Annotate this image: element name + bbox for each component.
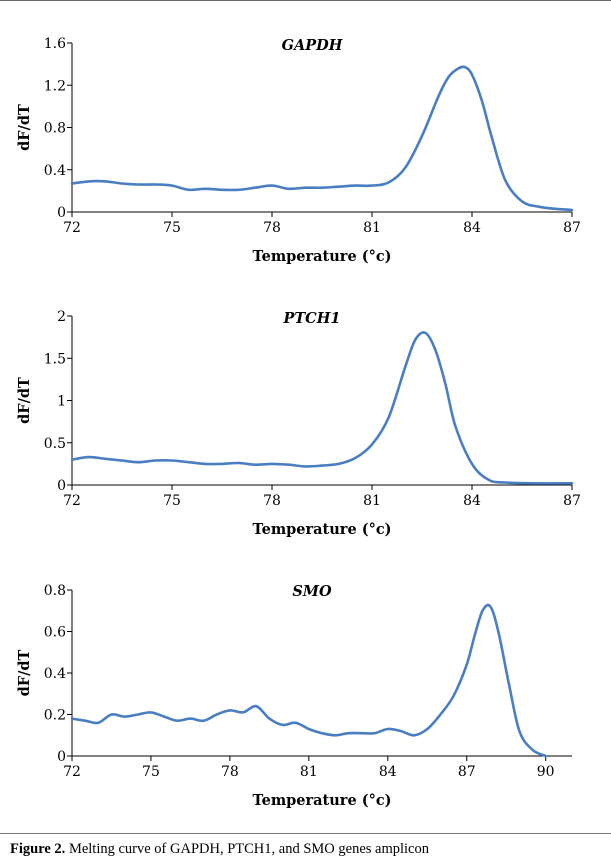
chart-3-x-tick-label: 72	[63, 764, 81, 780]
caption-rule	[0, 833, 611, 834]
chart-2-title: PTCH1	[282, 310, 340, 327]
chart-1-title: GAPDH	[282, 37, 344, 54]
melting-curve-figure: 0 0.4 0.8 1.2 1.6 72 75 78 81 84 87 Temperature (°c…	[16, 36, 581, 809]
chart-2-y-tick-label: 0.5	[44, 436, 66, 452]
chart-1-x-tick-label: 87	[563, 220, 581, 236]
chart-2-y-tick-label: 1.5	[44, 351, 66, 367]
chart-3-x-tick-label: 75	[142, 764, 160, 780]
figure-caption: Figure 2. Melting curve of GAPDH, PTCH1,…	[10, 841, 429, 858]
chart-1-x-tick-label: 75	[163, 220, 181, 236]
chart-2-x-axis-title: Temperature (°c)	[252, 521, 391, 538]
chart-2-x-tick-label: 81	[363, 493, 381, 509]
top-rule	[0, 0, 611, 1]
chart-2-y-tick-label: 1	[57, 394, 66, 410]
chart-1-y-axis-title: dF/dT	[16, 104, 33, 151]
chart-1-x-tick-label: 72	[63, 220, 81, 236]
chart-1-x-tick-label: 84	[463, 220, 481, 236]
chart-3-x-tick-label: 78	[221, 764, 239, 780]
chart-2-x-tick-label: 75	[163, 493, 181, 509]
chart-2-y-tick-label: 0	[57, 478, 66, 494]
chart-1-x-tick-label: 78	[263, 220, 281, 236]
chart-3-x-tick-label: 87	[458, 764, 476, 780]
chart-1-y-tick-label: 1.6	[44, 36, 66, 52]
chart-1-y-tick-label: 0	[57, 205, 66, 221]
chart-3-x-axis-title: Temperature (°c)	[252, 792, 391, 809]
chart-3-melt-curve	[70, 603, 547, 758]
chart-3-y-tick-label: 0	[57, 749, 66, 765]
chart-2-melt-curve	[70, 331, 574, 485]
chart-3-y-tick-label: 0.4	[44, 666, 66, 682]
figure-label: Figure 2.	[10, 841, 66, 857]
chart-2-y-tick-label: 2	[57, 309, 66, 325]
chart-1-y-tick-label: 0.4	[44, 163, 66, 179]
chart-2-x-tick-label: 87	[563, 493, 581, 509]
chart-2-x-tick-label: 78	[263, 493, 281, 509]
chart-1-melt-curve	[70, 65, 574, 212]
chart-1-x-tick-label: 81	[363, 220, 381, 236]
chart-1-x-axis-title: Temperature (°c)	[252, 248, 391, 265]
chart-3-title: SMO	[292, 583, 332, 600]
chart-3-y-tick-label: 0.8	[44, 583, 66, 599]
chart-2-x-tick-label: 72	[63, 493, 81, 509]
chart-3-x-tick-label: 90	[537, 764, 555, 780]
chart-3-y-axis-title: dF/dT	[16, 649, 33, 696]
figure-caption-text: Melting curve of GAPDH, PTCH1, and SMO g…	[68, 841, 429, 857]
chart-3-y-tick-label: 0.6	[44, 625, 66, 641]
chart-3-x-tick-label: 81	[300, 764, 318, 780]
chart-2-y-axis-title: dF/dT	[16, 377, 33, 424]
chart-3-y-tick-label: 0.2	[44, 708, 66, 724]
chart-1-y-tick-label: 1.2	[44, 78, 66, 94]
chart-1-y-tick-label: 0.8	[44, 121, 66, 137]
chart-3-x-tick-label: 84	[379, 764, 397, 780]
chart-2-x-tick-label: 84	[463, 493, 481, 509]
